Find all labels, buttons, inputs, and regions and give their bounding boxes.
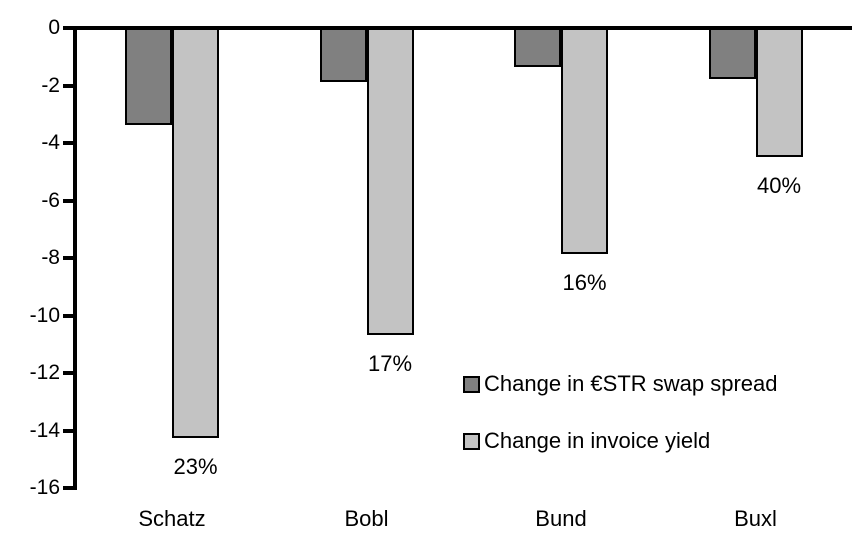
category-label-bobl: Bobl [344,506,389,531]
bar-schatz-series1 [172,27,219,439]
y-axis-line [73,26,77,490]
legend-label-invoice-yield: Change in invoice yield [484,428,711,453]
y-tick-mark [63,486,75,490]
y-tick-label: -16 [29,476,60,499]
zero-line [73,26,852,30]
bar-buxl-series1 [755,27,803,157]
bar-value-label: 16% [562,270,607,296]
y-tick-mark [63,313,75,318]
legend-label-swap-spread: Change in €STR swap spread [484,371,778,396]
y-tick-mark [63,256,75,260]
y-tick-label: -6 [41,188,60,212]
y-tick-label: -10 [29,303,60,327]
y-tick-mark [63,428,75,433]
legend-item-swap-spread: Change in €STR swap spread [463,372,778,396]
y-tick-label: -12 [29,361,60,384]
bar-bund-series1 [561,27,608,255]
bar-value-label: 17% [367,350,413,376]
legend-swatch-dark-icon [463,375,480,393]
bar-buxl-series0 [708,27,756,79]
bar-value-label: 23% [173,454,218,480]
legend-item-invoice-yield: Change in invoice yield [463,429,778,453]
y-tick-label: -8 [41,246,60,269]
y-tick-mark [63,198,75,203]
bar-bund-series0 [514,27,561,68]
legend: Change in €STR swap spread Change in inv… [463,372,778,453]
bar-bobl-series0 [319,27,367,82]
bar-bobl-series1 [366,27,414,335]
category-label-schatz: Schatz [138,506,206,531]
y-tick-label: -14 [29,418,60,442]
y-tick-mark [63,141,75,145]
y-tick-label: -2 [41,73,60,97]
legend-swatch-light-icon [463,432,480,450]
y-tick-label: 0 [48,16,60,39]
y-tick-label: -4 [41,131,60,154]
bar-schatz-series0 [125,27,172,125]
y-tick-mark [63,83,75,88]
category-label-buxl: Buxl [734,506,777,531]
y-tick-mark [63,371,75,375]
category-label-bund: Bund [535,506,587,531]
bar-value-label: 40% [756,172,802,198]
y-tick-mark [63,26,75,30]
